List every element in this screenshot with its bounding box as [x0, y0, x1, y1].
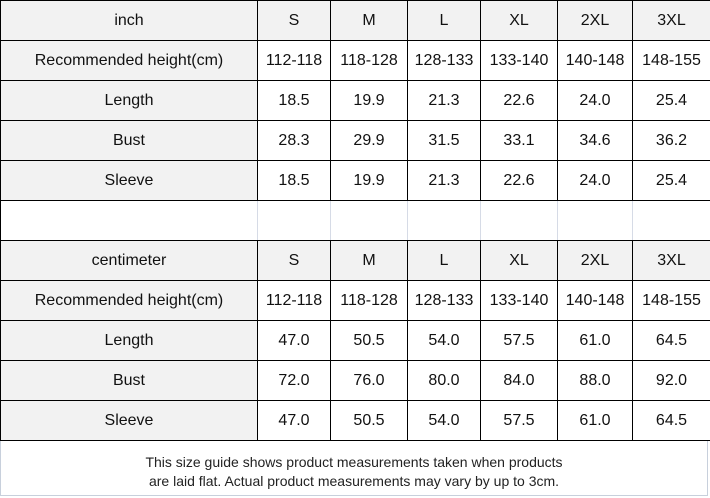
measurement-cell: 50.5	[330, 320, 408, 361]
row-label: Bust	[0, 360, 258, 401]
inch-header-row: inch S M L XL 2XL 3XL	[0, 0, 710, 41]
measurement-cell: 50.5	[330, 400, 408, 441]
measurement-cell: 22.6	[480, 160, 558, 201]
spacer-row	[0, 200, 710, 241]
measurement-cell: 25.4	[632, 80, 710, 121]
empty-cell	[0, 200, 258, 241]
measurement-cell: 84.0	[480, 360, 558, 401]
measurement-cell: 140-148	[557, 40, 633, 81]
measurement-cell: 21.3	[407, 80, 481, 121]
unit-label: inch	[0, 0, 258, 41]
row-label: Recommended height(cm)	[0, 280, 258, 321]
measurement-cell: 128-133	[407, 40, 481, 81]
measurement-cell: 24.0	[557, 160, 633, 201]
row-label: Sleeve	[0, 160, 258, 201]
size-guide-note: This size guide shows product measuremen…	[0, 441, 708, 496]
empty-cell	[330, 200, 408, 241]
empty-cell	[257, 200, 331, 241]
measurement-cell: 80.0	[407, 360, 481, 401]
unit-label: centimeter	[0, 240, 258, 281]
measurement-cell: 140-148	[557, 280, 633, 321]
measurement-cell: 57.5	[480, 400, 558, 441]
row-label: Length	[0, 320, 258, 361]
table-row: Length 47.0 50.5 54.0 57.5 61.0 64.5	[0, 320, 710, 361]
measurement-cell: 22.6	[480, 80, 558, 121]
table-row: Bust 28.3 29.9 31.5 33.1 34.6 36.2	[0, 120, 710, 161]
measurement-cell: 148-155	[632, 280, 710, 321]
measurement-cell: 76.0	[330, 360, 408, 401]
measurement-cell: 118-128	[330, 40, 408, 81]
size-header-m: M	[330, 240, 408, 281]
measurement-cell: 47.0	[257, 400, 331, 441]
measurement-cell: 25.4	[632, 160, 710, 201]
table-row: Recommended height(cm) 112-118 118-128 128-…	[0, 40, 710, 81]
note-line-1: This size guide shows product measuremen…	[145, 454, 563, 470]
measurement-cell: 88.0	[557, 360, 633, 401]
measurement-cell: 61.0	[557, 400, 633, 441]
size-header-2xl: 2XL	[557, 240, 633, 281]
measurement-cell: 54.0	[407, 320, 481, 361]
measurement-cell: 112-118	[257, 40, 331, 81]
measurement-cell: 31.5	[407, 120, 481, 161]
size-header-l: L	[407, 0, 481, 41]
table-row: Recommended height(cm) 112-118 118-128 128-…	[0, 280, 710, 321]
measurement-cell: 64.5	[632, 320, 710, 361]
measurement-cell: 128-133	[407, 280, 481, 321]
empty-cell	[407, 200, 481, 241]
centimeter-header-row: centimeter S M L XL 2XL 3XL	[0, 240, 710, 281]
size-header-s: S	[257, 0, 331, 41]
measurement-cell: 19.9	[330, 160, 408, 201]
size-header-2xl: 2XL	[557, 0, 633, 41]
measurement-cell: 133-140	[480, 40, 558, 81]
measurement-cell: 36.2	[632, 120, 710, 161]
size-header-s: S	[257, 240, 331, 281]
measurement-cell: 47.0	[257, 320, 331, 361]
measurement-cell: 29.9	[330, 120, 408, 161]
size-header-xl: XL	[480, 0, 558, 41]
size-header-l: L	[407, 240, 481, 281]
note-line-2: are laid flat. Actual product measuremen…	[148, 473, 560, 489]
measurement-cell: 24.0	[557, 80, 633, 121]
empty-cell	[480, 200, 558, 241]
measurement-cell: 92.0	[632, 360, 710, 401]
measurement-cell: 18.5	[257, 160, 331, 201]
measurement-cell: 118-128	[330, 280, 408, 321]
empty-cell	[557, 200, 633, 241]
measurement-cell: 28.3	[257, 120, 331, 161]
table-row: Bust 72.0 76.0 80.0 84.0 88.0 92.0	[0, 360, 710, 401]
measurement-cell: 34.6	[557, 120, 633, 161]
size-header-m: M	[330, 0, 408, 41]
empty-cell	[632, 200, 710, 241]
size-chart-table: inch S M L XL 2XL 3XL Recommended height(cm) 112…	[0, 0, 710, 441]
size-header-3xl: 3XL	[632, 240, 710, 281]
row-label: Recommended height(cm)	[0, 40, 258, 81]
measurement-cell: 72.0	[257, 360, 331, 401]
measurement-cell: 19.9	[330, 80, 408, 121]
row-label: Sleeve	[0, 400, 258, 441]
table-row: Sleeve 18.5 19.9 21.3 22.6 24.0 25.4	[0, 160, 710, 201]
measurement-cell: 112-118	[257, 280, 331, 321]
measurement-cell: 54.0	[407, 400, 481, 441]
row-label: Length	[0, 80, 258, 121]
measurement-cell: 33.1	[480, 120, 558, 161]
table-row: Sleeve 47.0 50.5 54.0 57.5 61.0 64.5	[0, 400, 710, 441]
measurement-cell: 61.0	[557, 320, 633, 361]
measurement-cell: 148-155	[632, 40, 710, 81]
measurement-cell: 64.5	[632, 400, 710, 441]
measurement-cell: 18.5	[257, 80, 331, 121]
row-label: Bust	[0, 120, 258, 161]
measurement-cell: 21.3	[407, 160, 481, 201]
table-row: Length 18.5 19.9 21.3 22.6 24.0 25.4	[0, 80, 710, 121]
size-header-xl: XL	[480, 240, 558, 281]
measurement-cell: 57.5	[480, 320, 558, 361]
size-header-3xl: 3XL	[632, 0, 710, 41]
measurement-cell: 133-140	[480, 280, 558, 321]
